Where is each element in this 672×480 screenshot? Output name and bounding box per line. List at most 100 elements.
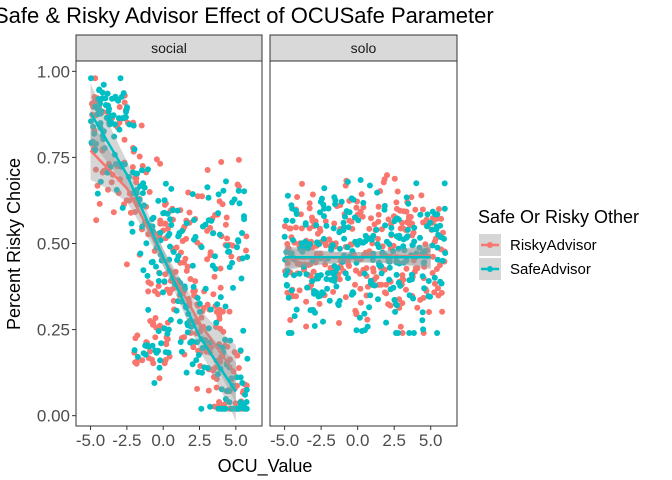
data-point [137,250,144,257]
data-point [145,166,151,173]
data-point [302,221,309,228]
y-tick-label: 1.00 [37,62,70,81]
data-point [300,245,307,252]
confidence-band [90,121,236,404]
data-point [439,257,446,264]
data-point [370,268,377,275]
data-point [196,300,203,307]
data-point [189,361,196,368]
data-point [166,256,173,263]
data-point [292,224,299,231]
data-point [199,345,206,351]
data-point [361,310,368,317]
data-point [399,330,406,336]
data-point [198,244,205,251]
data-point [434,256,441,263]
data-point [323,276,330,282]
data-point [170,297,177,304]
data-point [421,248,428,255]
data-point [291,313,298,320]
data-point [93,217,100,224]
data-point [441,205,448,212]
data-point [243,405,250,412]
data-point [144,342,150,349]
data-point [408,271,415,278]
data-point [336,320,342,326]
data-point [364,323,371,330]
data-point [238,275,245,282]
data-point [220,328,227,335]
data-point [243,247,249,254]
data-point [162,349,169,356]
data-point [344,244,351,251]
data-point [229,259,236,266]
data-point [406,215,412,222]
data-point [281,233,288,240]
facet-strip-label: solo [351,40,377,56]
data-point [368,236,375,243]
legend-label: SafeAdvisor [510,261,591,278]
data-point [322,261,329,268]
data-point [306,200,313,207]
data-point [416,244,423,251]
data-point [112,161,119,167]
data-point [173,307,180,314]
data-point [164,330,171,337]
data-point [417,234,423,241]
data-point [163,341,170,348]
data-point [311,290,317,297]
data-point [232,400,239,407]
data-point [310,268,317,275]
data-point [235,183,242,190]
data-point [127,209,134,216]
data-point [400,276,407,283]
panel-solo: solo -5.0 -2.5 0.0 2.5 5.0 [269,34,458,450]
facet-strip-label: social [151,40,187,56]
data-point [388,231,395,238]
data-point [340,219,347,226]
data-point [237,347,244,354]
data-point [204,256,211,263]
data-point [370,250,377,257]
data-point [156,270,163,277]
data-point [213,384,220,391]
x-axis-title: OCU_Value [218,456,313,477]
data-point [155,328,162,335]
legend-title: Safe Or Risky Other [478,207,639,227]
data-point [204,301,211,308]
data-point [234,352,241,359]
data-point [189,262,196,269]
data-point [311,323,318,329]
data-point [412,206,419,213]
data-point [426,309,432,315]
data-point [195,352,202,358]
data-point [136,153,143,160]
data-point [116,126,123,133]
x-tick-label: -5.0 [270,431,299,450]
data-point [235,156,242,163]
data-point [340,227,347,234]
legend-label: RiskyAdvisor [510,237,597,254]
x-tick-label: 0.0 [151,431,175,450]
data-point [129,164,136,171]
data-point [239,255,246,262]
data-point [393,302,400,309]
data-point [167,316,174,323]
data-point [288,202,295,209]
panel-border [269,60,458,427]
data-point [342,213,348,220]
data-point [210,230,216,237]
data-point [220,187,227,194]
data-point [324,270,331,277]
data-point [149,342,156,349]
data-point [382,222,389,229]
data-point [222,303,229,310]
data-point [425,278,432,284]
data-point [101,145,108,152]
data-point [104,90,111,97]
data-point [284,241,291,247]
data-point [228,405,235,412]
data-point [410,295,417,302]
data-point [103,114,110,121]
data-point [376,262,383,269]
